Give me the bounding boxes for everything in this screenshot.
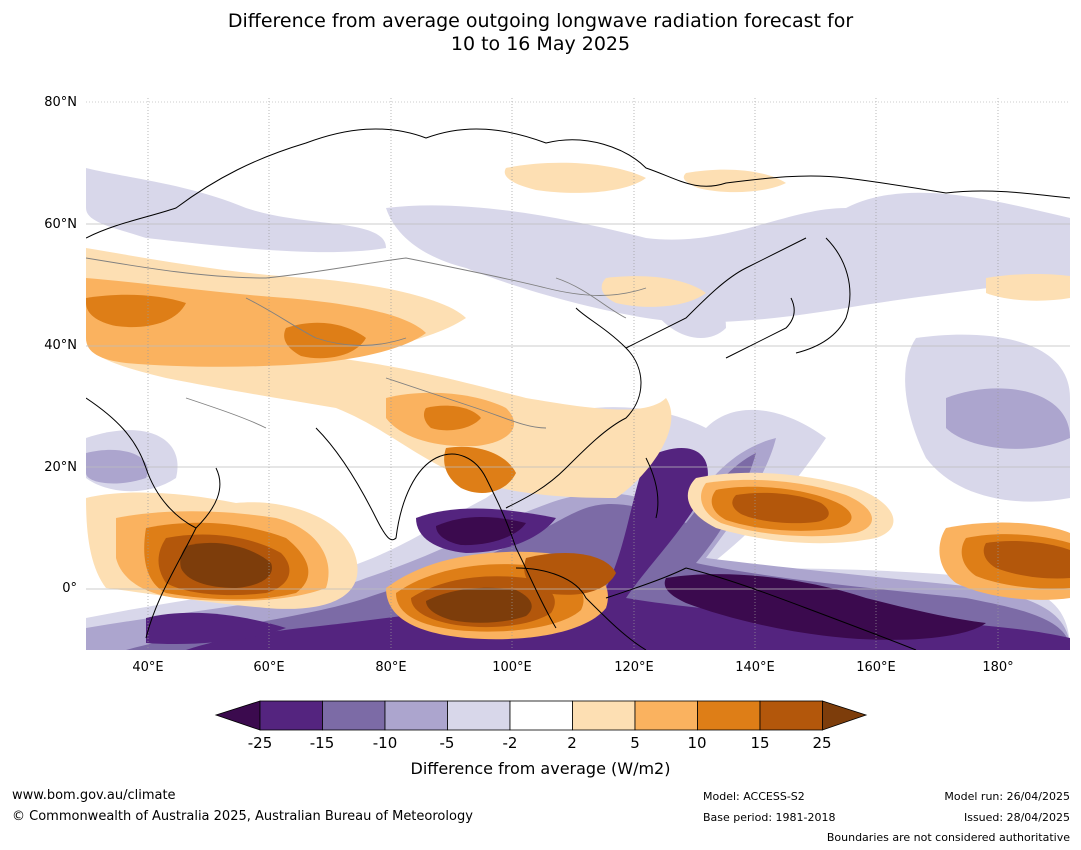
olr-anomaly-map xyxy=(86,98,1070,650)
colorbar-title: Difference from average (W/m2) xyxy=(410,759,671,778)
lon-label-180: 180° xyxy=(982,660,1014,675)
footer-model-run: Model run: 26/04/2025 xyxy=(944,790,1070,803)
colorbar-tick: 10 xyxy=(687,734,707,752)
colorbar-tick: -25 xyxy=(247,734,273,752)
colorbar xyxy=(214,700,868,731)
colorbar-bin xyxy=(447,700,511,731)
lat-label-80n: 80°N xyxy=(44,95,77,110)
colorbar-tick: 15 xyxy=(750,734,770,752)
footer-base-period: Base period: 1981-2018 xyxy=(703,811,836,824)
footer-boundaries-note: Boundaries are not considered authoritat… xyxy=(826,831,1070,844)
positive-anomaly-regions xyxy=(86,162,1070,640)
colorbar-bin xyxy=(259,700,323,731)
colorbar-bin xyxy=(634,700,698,731)
colorbar-tick: -15 xyxy=(309,734,335,752)
lon-label-100e: 100°E xyxy=(492,660,532,675)
map-canvas xyxy=(86,98,1070,650)
colorbar-bin xyxy=(509,700,573,731)
colorbar-low-extension xyxy=(214,700,261,731)
lat-label-20n: 20°N xyxy=(44,460,77,475)
lat-label-60n: 60°N xyxy=(44,217,77,232)
footer-model: Model: ACCESS-S2 xyxy=(703,790,805,803)
colorbar-bin xyxy=(697,700,761,731)
footer-copyright: © Commonwealth of Australia 2025, Austra… xyxy=(12,809,473,824)
coastlines xyxy=(86,128,1070,650)
colorbar-bin xyxy=(384,700,448,731)
colorbar-bin xyxy=(759,700,823,731)
map-title: Difference from average outgoing longwav… xyxy=(0,10,1081,56)
colorbar-tick: 5 xyxy=(630,734,640,752)
colorbar-tick: -2 xyxy=(502,734,518,752)
title-line-2: 10 to 16 May 2025 xyxy=(450,33,631,55)
country-boundaries xyxy=(86,257,647,429)
lon-label-160e: 160°E xyxy=(856,660,896,675)
footer-url[interactable]: www.bom.gov.au/climate xyxy=(12,788,176,803)
lon-label-40e: 40°E xyxy=(132,660,164,675)
colorbar-tick: -10 xyxy=(372,734,398,752)
footer-issued: Issued: 28/04/2025 xyxy=(963,811,1070,824)
lon-label-60e: 60°E xyxy=(253,660,285,675)
colorbar-high-extension xyxy=(822,700,868,731)
lon-label-80e: 80°E xyxy=(375,660,407,675)
colorbar-tick: 2 xyxy=(567,734,577,752)
colorbar-tick: 25 xyxy=(812,734,832,752)
title-line-1: Difference from average outgoing longwav… xyxy=(227,10,854,32)
longitude-gridlines xyxy=(147,98,999,650)
lat-label-0: 0° xyxy=(62,581,77,596)
lon-label-120e: 120°E xyxy=(614,660,654,675)
latitude-gridlines xyxy=(86,101,1070,590)
lat-label-40n: 40°N xyxy=(44,338,77,353)
colorbar-bin xyxy=(322,700,386,731)
colorbar-tick: -5 xyxy=(439,734,455,752)
colorbar-bin xyxy=(572,700,636,731)
lon-label-140e: 140°E xyxy=(735,660,775,675)
